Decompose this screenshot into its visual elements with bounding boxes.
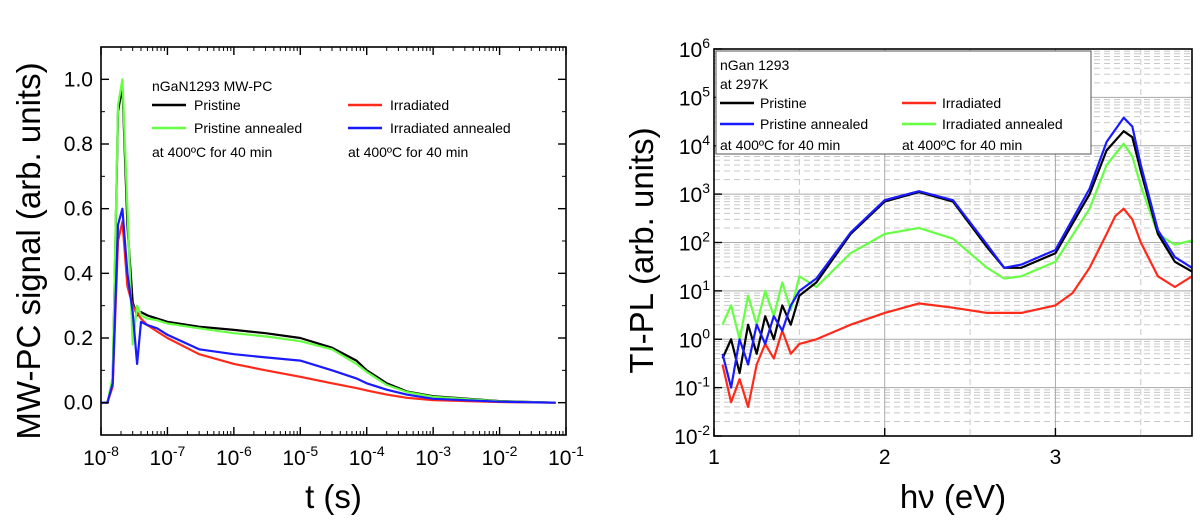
left-y-tick-label: 1.0 bbox=[64, 68, 93, 91]
right-x-tick-label: 3 bbox=[1050, 446, 1062, 469]
right-y-tick-label: 105 bbox=[679, 83, 710, 110]
right-y-tick-label-exponent: -2 bbox=[698, 422, 711, 438]
right-legend-note-1: at 400ºC for 40 min bbox=[902, 137, 1022, 153]
left-x-tick-label-exponent: -6 bbox=[239, 443, 252, 459]
left-legend-label-0: Pristine bbox=[194, 97, 241, 113]
left-x-tick-label: 10-7 bbox=[150, 443, 186, 470]
right-x-tick-label: 1 bbox=[708, 446, 720, 469]
left-chart: 10-8 10-7 10-6 10-5 10-4 10-3 10-2 10-10.00.20.… bbox=[10, 46, 584, 515]
right-legend-label-0: Pristine bbox=[760, 95, 807, 111]
right-y-tick-label-exponent: 3 bbox=[702, 180, 710, 196]
left-x-tick-label: 10-4 bbox=[349, 443, 385, 470]
right-x-tick-label: 2 bbox=[879, 446, 891, 469]
left-x-tick-label: 10-3 bbox=[415, 443, 451, 470]
left-x-tick-label-base: 10 bbox=[415, 447, 438, 470]
left-x-tick-label-exponent: -8 bbox=[106, 443, 119, 459]
right-y-tick-label-exponent: -1 bbox=[698, 374, 711, 390]
left-legend-label-2: Pristine annealed bbox=[194, 120, 302, 136]
right-y-tick-label: 10-1 bbox=[674, 374, 710, 401]
left-y-tick-label: 0.0 bbox=[64, 392, 93, 415]
left-series-group bbox=[101, 78, 556, 404]
right-legend-header-1: at 297K bbox=[720, 76, 769, 92]
right-y-tick-label: 102 bbox=[679, 229, 710, 256]
right-legend-label-2: Pristine annealed bbox=[760, 116, 868, 132]
left-x-tick-label-base: 10 bbox=[150, 447, 173, 470]
right-y-tick-label-exponent: 1 bbox=[702, 277, 710, 293]
left-x-tick-label-base: 10 bbox=[83, 447, 106, 470]
left-legend-note-0: at 400ºC for 40 min bbox=[152, 144, 272, 160]
right-y-tick-label-base: 10 bbox=[679, 233, 702, 256]
left-x-tick-label: 10-1 bbox=[548, 443, 584, 470]
right-y-tick-label-base: 10 bbox=[679, 281, 702, 304]
right-x-axis-title: hν (eV) bbox=[900, 478, 1006, 515]
right-legend-header-0: nGan 1293 bbox=[720, 57, 789, 73]
left-x-tick-label-exponent: -7 bbox=[173, 443, 186, 459]
left-x-axis-title: t (s) bbox=[305, 478, 362, 515]
left-x-tick-label-base: 10 bbox=[216, 447, 239, 470]
left-legend-label-1: Irradiated bbox=[390, 97, 449, 113]
right-y-tick-label-exponent: 4 bbox=[702, 132, 710, 148]
left-x-tick-label-base: 10 bbox=[282, 447, 305, 470]
left-x-tick-label-exponent: -4 bbox=[372, 443, 385, 459]
left-y-tick-label: 0.2 bbox=[64, 327, 93, 350]
left-x-tick-label-exponent: -5 bbox=[306, 443, 319, 459]
left-x-tick-label: 10-8 bbox=[83, 443, 119, 470]
right-y-tick-label: 100 bbox=[679, 325, 710, 352]
left-y-axis-title: MW-PC signal (arb. units) bbox=[10, 62, 47, 439]
left-x-tick-label-base: 10 bbox=[548, 447, 571, 470]
right-series-group bbox=[721, 116, 1193, 408]
left-y-tick-label: 0.4 bbox=[64, 262, 94, 285]
left-legend-note-1: at 400ºC for 40 min bbox=[348, 144, 468, 160]
left-legend-label-3: Irradiated annealed bbox=[390, 120, 511, 136]
right-y-tick-label-exponent: 0 bbox=[702, 325, 710, 341]
right-y-tick-label-base: 10 bbox=[679, 136, 702, 159]
left-legend-header: nGaN1293 MW-PC bbox=[152, 78, 272, 94]
left-legend: nGaN1293 MW-PC Pristine Irradiated Pristine… bbox=[152, 78, 511, 160]
left-x-tick-label: 10-6 bbox=[216, 443, 252, 470]
right-y-tick-label-base: 10 bbox=[679, 329, 702, 352]
right-y-axis-title: TI-PL (arb. units) bbox=[623, 127, 660, 373]
right-y-tick-label: 10-2 bbox=[674, 422, 710, 449]
left-series-line-1 bbox=[101, 220, 556, 404]
right-y-tick-label: 103 bbox=[679, 180, 710, 207]
right-legend-label-3: Irradiated annealed bbox=[942, 116, 1063, 132]
right-y-tick-label-base: 10 bbox=[674, 378, 697, 401]
right-series-line-3 bbox=[721, 116, 1193, 389]
right-y-tick-label: 104 bbox=[679, 132, 710, 159]
right-series-line-0 bbox=[721, 207, 1193, 408]
left-x-tick-label-exponent: -1 bbox=[571, 443, 584, 459]
right-y-tick-label-base: 10 bbox=[679, 87, 702, 110]
right-y-tick-label-base: 10 bbox=[679, 184, 702, 207]
right-legend-note-0: at 400ºC for 40 min bbox=[720, 137, 840, 153]
right-y-tick-label-base: 10 bbox=[674, 426, 697, 449]
right-y-tick-label: 106 bbox=[679, 35, 710, 62]
left-series-line-3 bbox=[101, 207, 556, 404]
right-y-tick-label-exponent: 6 bbox=[702, 35, 710, 51]
left-x-tick-label-base: 10 bbox=[349, 447, 372, 470]
left-x-tick-label-exponent: -2 bbox=[505, 443, 518, 459]
right-y-tick-label-base: 10 bbox=[679, 39, 702, 62]
left-x-tick-label: 10-2 bbox=[482, 443, 518, 470]
right-y-tick-label-exponent: 5 bbox=[702, 83, 710, 99]
right-legend: nGan 1293 at 297K Pristine Irradiated Pristi… bbox=[715, 50, 1092, 155]
right-series-line-1 bbox=[721, 142, 1193, 341]
right-y-tick-label-exponent: 2 bbox=[702, 229, 710, 245]
left-series-line-2 bbox=[101, 78, 556, 404]
left-x-tick-label-base: 10 bbox=[482, 447, 505, 470]
left-y-tick-label: 0.8 bbox=[64, 133, 93, 156]
right-legend-label-1: Irradiated bbox=[942, 95, 1001, 111]
left-x-tick-label-exponent: -3 bbox=[439, 443, 452, 459]
left-y-tick-label: 0.6 bbox=[64, 198, 93, 221]
right-y-tick-label: 101 bbox=[679, 277, 710, 304]
left-x-tick-label: 10-5 bbox=[282, 443, 318, 470]
